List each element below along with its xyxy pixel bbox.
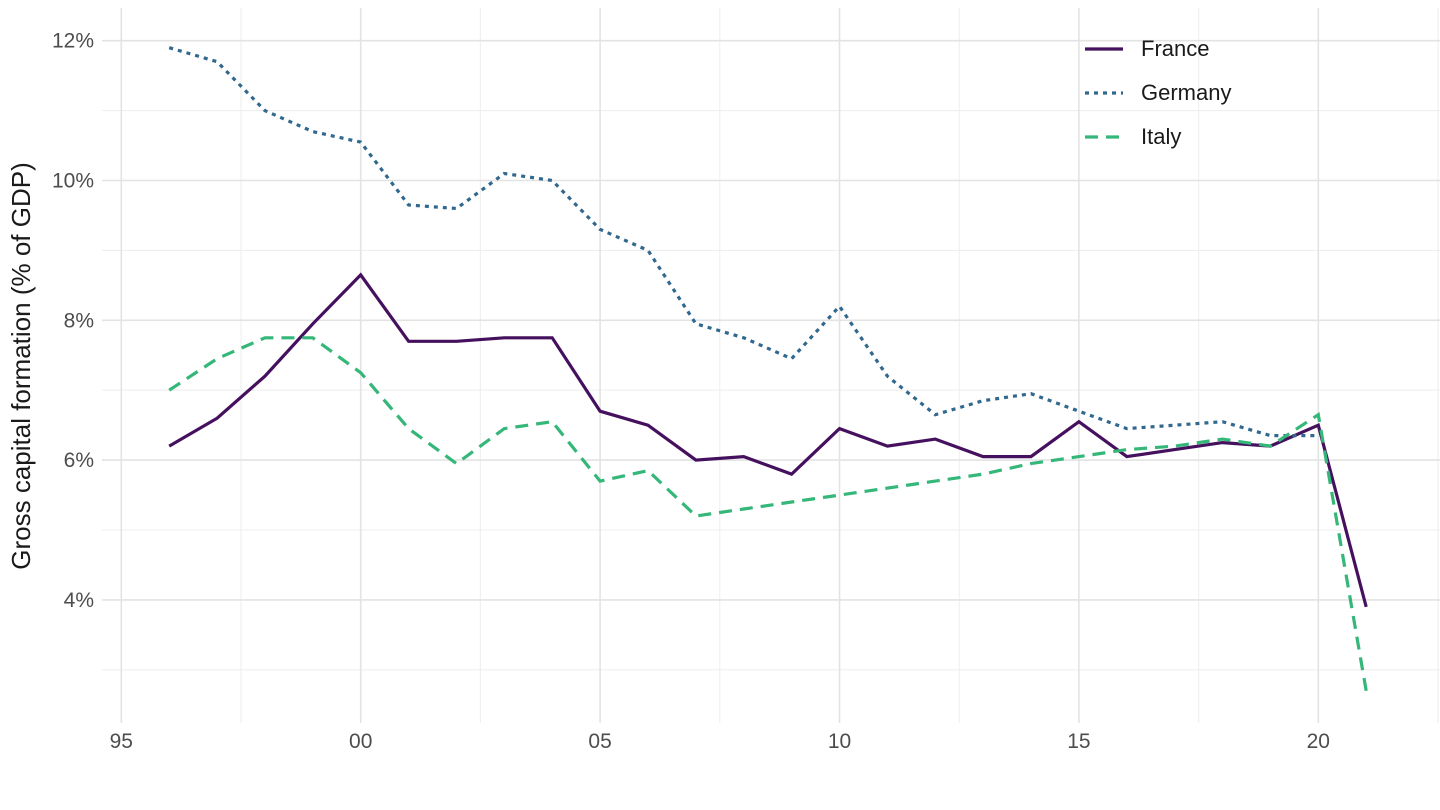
legend-item-germany: Germany <box>1085 71 1231 115</box>
x-tick-label: 10 <box>828 730 851 753</box>
y-tick-label: 10% <box>52 170 94 193</box>
legend-item-france: France <box>1085 27 1231 71</box>
y-axis-title: Gross capital formation (% of GDP) <box>6 162 36 569</box>
x-tick-label: 15 <box>1067 730 1090 753</box>
series-line-italy <box>168 336 1368 692</box>
series-line-germany <box>168 46 1319 438</box>
y-tick-label: 4% <box>64 589 94 612</box>
legend-label-france: France <box>1141 36 1210 61</box>
x-tick-label: 95 <box>110 730 133 753</box>
y-tick-label: 6% <box>64 449 94 472</box>
y-axis-tick-labels: 4% 6% 8% 10% 12% <box>52 30 94 612</box>
y-tick-label: 12% <box>52 30 94 53</box>
y-tick-label: 8% <box>64 309 94 332</box>
legend-key-germany-line <box>1085 91 1123 95</box>
gridlines-minor <box>102 8 1440 723</box>
legend-key-italy-line <box>1085 135 1123 139</box>
x-axis-tick-labels: 95 00 05 10 15 20 <box>110 730 1330 753</box>
series-lines <box>168 46 1368 692</box>
x-tick-label: 20 <box>1307 730 1330 753</box>
x-tick-label: 00 <box>349 730 372 753</box>
legend-label-germany: Germany <box>1141 80 1232 105</box>
legend-item-italy: Italy <box>1085 115 1231 159</box>
legend: France Germany Italy <box>1085 27 1231 159</box>
x-tick-label: 05 <box>588 730 611 753</box>
legend-key-france-line <box>1085 47 1123 51</box>
series-line-france <box>168 272 1368 608</box>
gridlines-major <box>102 8 1440 723</box>
legend-label-italy: Italy <box>1141 124 1182 149</box>
